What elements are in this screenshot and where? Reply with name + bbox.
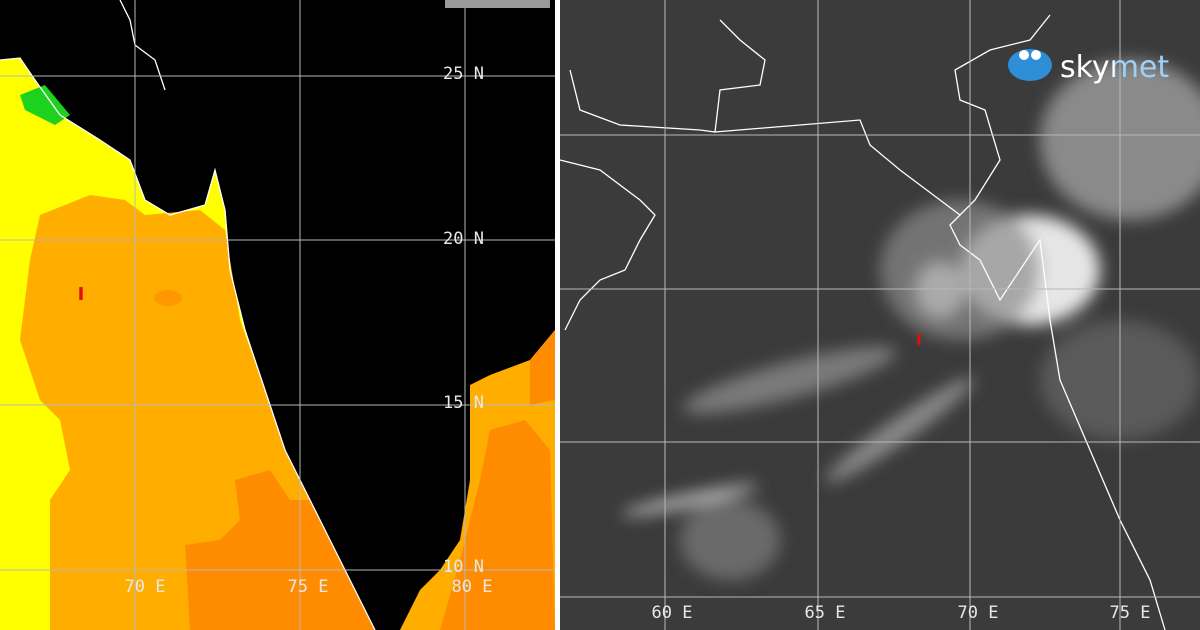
- logo-icon: [1008, 49, 1052, 81]
- land-green: [20, 85, 70, 125]
- coastline: [569, 19, 766, 133]
- coastline: [949, 214, 1166, 630]
- lon-label: 80 E: [452, 577, 493, 597]
- coastline: [0, 57, 376, 630]
- header-strip: [445, 0, 550, 8]
- storm-marker: I: [916, 330, 922, 349]
- left-map: I: [0, 0, 555, 630]
- lat-label: 15 N: [443, 393, 484, 413]
- land-east-dark: [440, 330, 555, 630]
- coastline: [559, 159, 656, 331]
- land-patch: [154, 290, 182, 306]
- lat-label: 20 N: [443, 229, 484, 249]
- land-dark-orange: [185, 470, 375, 630]
- lat-label: 25 N: [443, 64, 484, 84]
- storm-marker: I: [78, 284, 85, 305]
- lon-label: 75 E: [288, 577, 329, 597]
- lon-label: 70 E: [958, 603, 999, 623]
- lon-label: 70 E: [125, 577, 166, 597]
- lon-label: 65 E: [805, 603, 846, 623]
- divider: [555, 0, 560, 630]
- logo-text: skymet: [1060, 50, 1169, 85]
- lat-label: 10 N: [443, 557, 484, 577]
- coastline: [714, 14, 1051, 216]
- right-map: I skymet: [559, 0, 1200, 630]
- lon-label: 75 E: [1110, 603, 1151, 623]
- lon-label: 60 E: [652, 603, 693, 623]
- logo: skymet: [1008, 49, 1169, 85]
